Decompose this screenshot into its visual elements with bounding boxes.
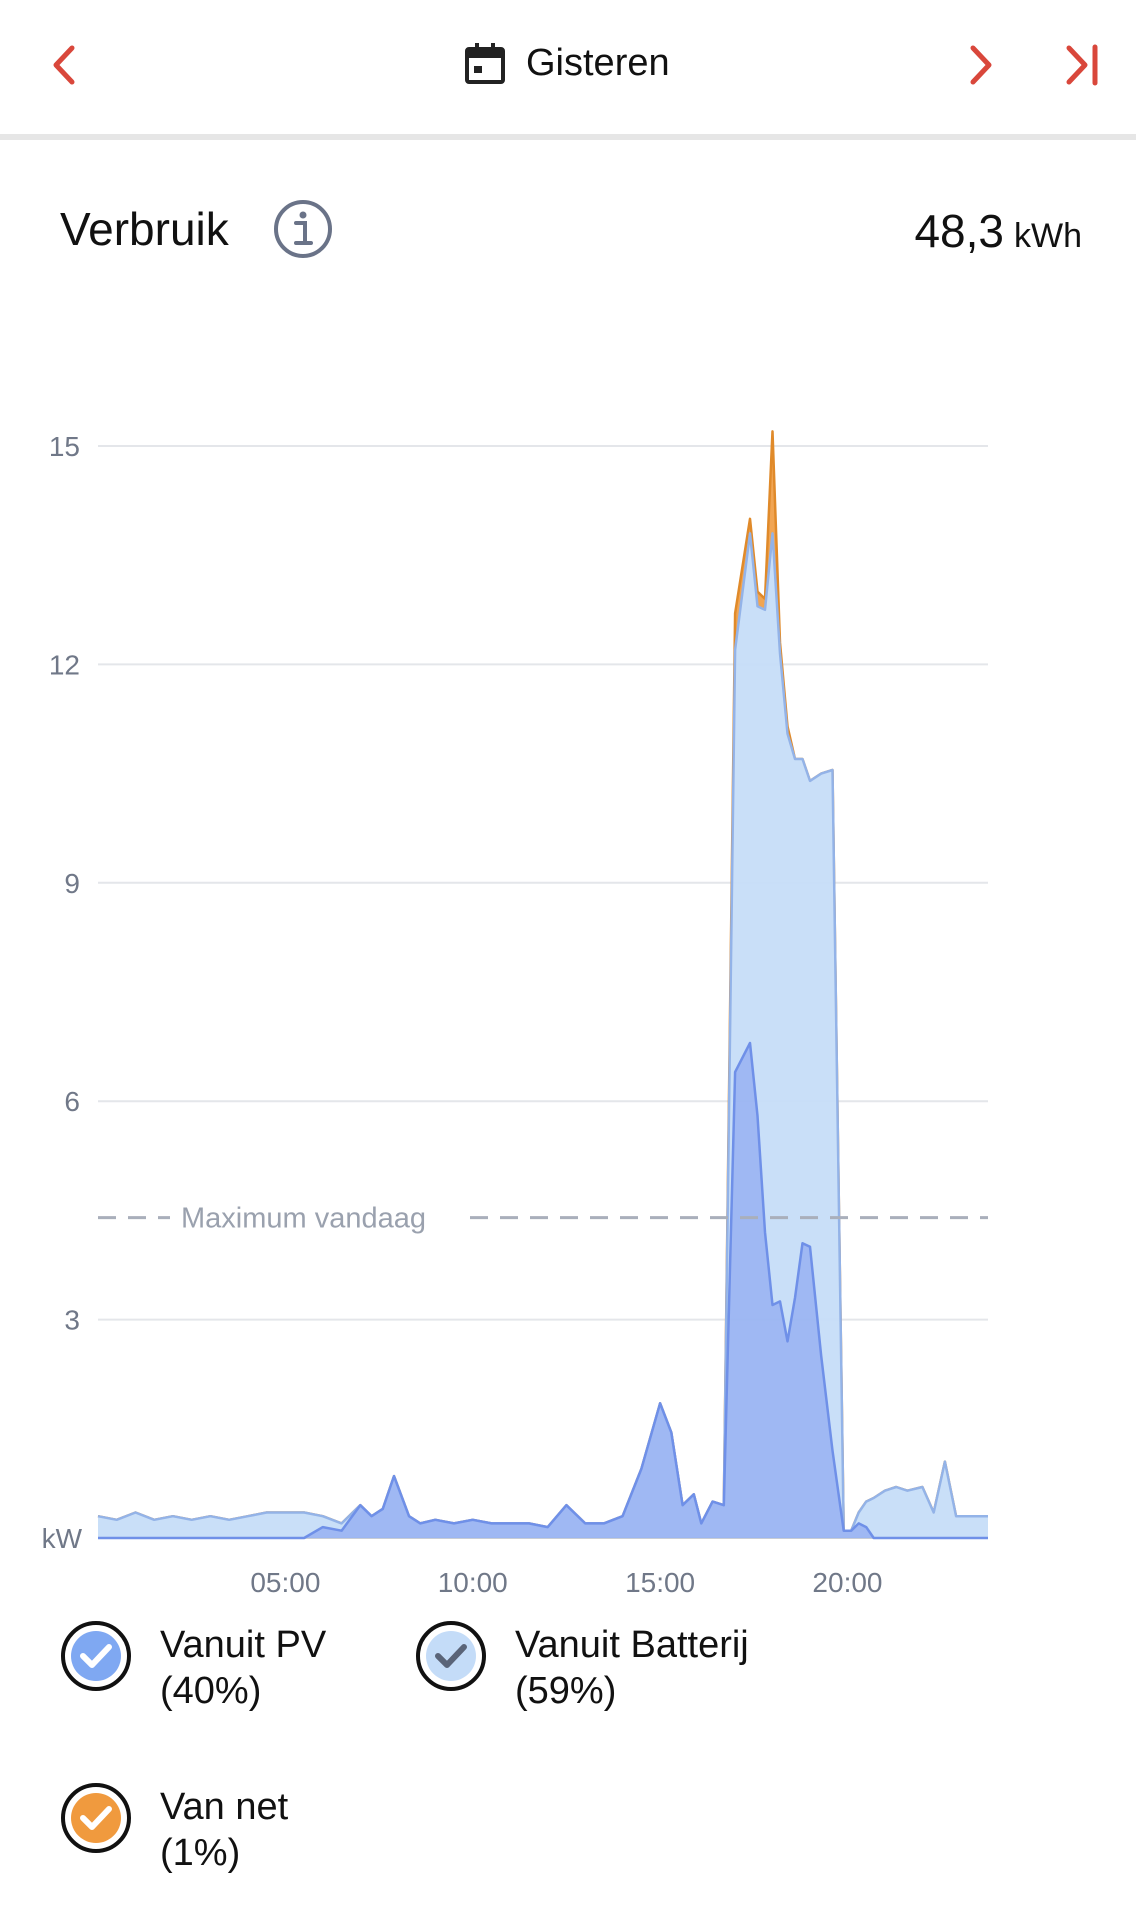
legend-item-battery[interactable]: Vanuit Batterij (59%) [415,1620,749,1714]
date-label: Gisteren [526,41,670,84]
legend-percent: (40%) [160,1670,262,1712]
reference-line-label: Maximum vandaag [181,1203,426,1235]
series-area [98,431,988,1531]
reference-line: Maximum vandaag [98,1203,988,1235]
next-day-button[interactable] [950,40,1010,90]
series-line [97,430,988,1532]
date-selector[interactable]: Gisteren [464,38,670,88]
info-icon[interactable] [272,198,334,260]
legend-item-pv[interactable]: Vanuit PV (40%) [60,1620,326,1714]
last-day-button[interactable] [1055,40,1115,90]
chevron-right-icon [970,45,992,85]
total-unit: kWh [1014,217,1082,255]
x-tick-label: 15:00 [625,1567,695,1598]
series-line [97,532,988,1532]
skip-to-end-icon [1066,44,1098,86]
series-areas [97,430,988,1540]
series-area [98,533,988,1538]
chevron-left-icon [53,45,75,85]
section-header: Verbruik 48,3 kWh [0,190,1136,270]
checkmark-icon [61,1783,131,1853]
y-tick-label: 3 [64,1305,80,1336]
calendar-icon [465,43,505,84]
x-tick-label: 05:00 [250,1567,320,1598]
series-line [98,1041,988,1540]
legend-label: Van net [160,1786,289,1828]
previous-day-button[interactable] [35,40,95,90]
checkmark-icon [61,1621,131,1691]
legend-label: Vanuit PV [160,1624,327,1666]
y-tick-label: 15 [49,431,80,462]
consumption-chart: Maximum vandaag 3 6 9 12 15 kW 05:00 10:00 15:00… [42,430,988,1598]
total-consumption: 48,3 kWh [914,204,1082,258]
legend-label: Vanuit Batterij [515,1624,749,1666]
divider [0,134,1136,140]
legend-percent: (59%) [515,1670,617,1712]
y-axis-label: kW [42,1523,83,1554]
series-area [98,1043,988,1538]
x-tick-label: 10:00 [438,1567,508,1598]
y-tick-label: 6 [64,1086,80,1117]
legend-item-grid[interactable]: Van net (1%) [60,1782,288,1876]
checkmark-icon [416,1621,486,1691]
x-tick-label: 20:00 [812,1567,882,1598]
y-tick-label: 12 [49,649,80,680]
legend-percent: (1%) [160,1832,241,1874]
top-bar: Gisteren [0,0,1136,140]
grid [98,445,988,1539]
axes: 3 6 9 12 15 kW 05:00 10:00 15:00 20:00 [42,431,883,1598]
total-value: 48,3 [914,205,1004,257]
section-title: Verbruik [60,203,229,255]
y-tick-label: 9 [64,868,80,899]
